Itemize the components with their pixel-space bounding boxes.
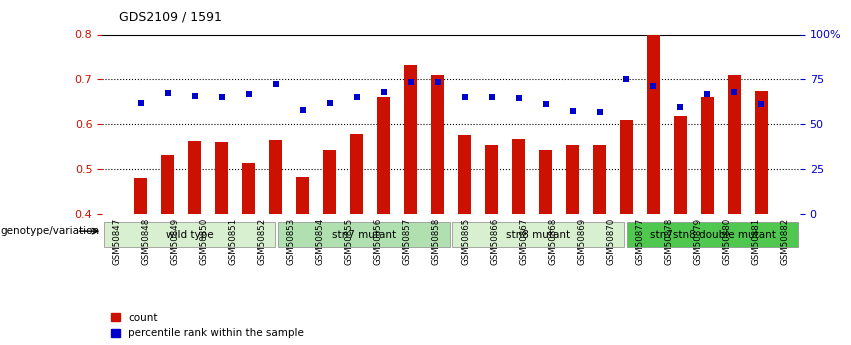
Text: GSM50853: GSM50853: [287, 218, 295, 265]
Bar: [566, 145, 580, 214]
Bar: [728, 75, 741, 214]
Bar: [647, 34, 660, 214]
FancyBboxPatch shape: [627, 222, 798, 247]
Text: GSM50879: GSM50879: [694, 218, 703, 265]
Text: GSM50850: GSM50850: [199, 218, 208, 265]
Text: GSM50854: GSM50854: [316, 218, 325, 265]
Text: GSM50852: GSM50852: [258, 218, 266, 265]
Text: GSM50878: GSM50878: [665, 218, 674, 265]
Point: [485, 95, 499, 100]
Point: [377, 89, 391, 95]
Bar: [755, 90, 768, 214]
Text: GSM50867: GSM50867: [519, 218, 528, 265]
Text: GSM50869: GSM50869: [577, 218, 586, 265]
Bar: [296, 177, 309, 214]
Text: stn7 mutant: stn7 mutant: [332, 230, 396, 239]
Point: [458, 95, 471, 100]
Bar: [620, 120, 633, 214]
Point: [728, 89, 741, 95]
Text: GSM50849: GSM50849: [170, 218, 180, 265]
Bar: [458, 135, 471, 214]
Bar: [700, 97, 714, 214]
Text: GSM50848: GSM50848: [141, 218, 151, 265]
Bar: [403, 65, 417, 214]
Text: GSM50858: GSM50858: [432, 218, 441, 265]
Point: [242, 91, 255, 97]
Bar: [674, 116, 688, 214]
Bar: [214, 142, 228, 214]
Bar: [242, 163, 255, 214]
Text: GSM50855: GSM50855: [345, 218, 354, 265]
Point: [700, 91, 714, 97]
Point: [161, 90, 174, 96]
Legend: count, percentile rank within the sample: count, percentile rank within the sample: [107, 309, 308, 342]
Bar: [350, 134, 363, 214]
Bar: [431, 75, 444, 214]
Point: [188, 93, 202, 99]
Text: GSM50880: GSM50880: [722, 218, 732, 265]
Point: [647, 83, 660, 89]
Point: [620, 77, 633, 82]
Text: GSM50856: GSM50856: [374, 218, 383, 265]
Point: [674, 105, 688, 110]
Bar: [269, 140, 283, 214]
Bar: [323, 150, 336, 214]
Point: [511, 96, 525, 101]
Text: stn8 mutant: stn8 mutant: [506, 230, 570, 239]
FancyBboxPatch shape: [104, 222, 275, 247]
Text: stn7stn8 double mutant: stn7stn8 double mutant: [650, 230, 775, 239]
Bar: [377, 97, 391, 214]
Text: wild type: wild type: [166, 230, 213, 239]
Point: [134, 100, 147, 106]
Text: GSM50870: GSM50870: [607, 218, 615, 265]
Bar: [134, 178, 147, 214]
FancyBboxPatch shape: [453, 222, 624, 247]
Text: GDS2109 / 1591: GDS2109 / 1591: [119, 10, 222, 23]
Text: GSM50866: GSM50866: [490, 218, 500, 265]
Text: GSM50851: GSM50851: [228, 218, 237, 265]
Point: [350, 95, 363, 100]
Text: GSM50868: GSM50868: [548, 218, 557, 265]
Bar: [485, 145, 499, 214]
Point: [296, 107, 310, 112]
Text: GSM50882: GSM50882: [781, 218, 790, 265]
Point: [323, 100, 336, 106]
Text: GSM50847: GSM50847: [112, 218, 121, 265]
Bar: [161, 155, 174, 214]
Bar: [593, 145, 606, 214]
Text: GSM50877: GSM50877: [636, 218, 644, 265]
Point: [755, 101, 768, 107]
Point: [566, 108, 580, 114]
FancyBboxPatch shape: [278, 222, 449, 247]
Bar: [188, 141, 202, 214]
Point: [403, 79, 417, 85]
Point: [269, 81, 283, 87]
Point: [539, 101, 552, 107]
Text: GSM50881: GSM50881: [751, 218, 761, 265]
Point: [214, 95, 228, 100]
Bar: [511, 139, 525, 214]
Point: [592, 109, 606, 115]
Text: GSM50865: GSM50865: [461, 218, 470, 265]
Bar: [539, 150, 552, 214]
Point: [431, 80, 444, 85]
Text: GSM50857: GSM50857: [403, 218, 412, 265]
Text: genotype/variation: genotype/variation: [0, 226, 99, 236]
